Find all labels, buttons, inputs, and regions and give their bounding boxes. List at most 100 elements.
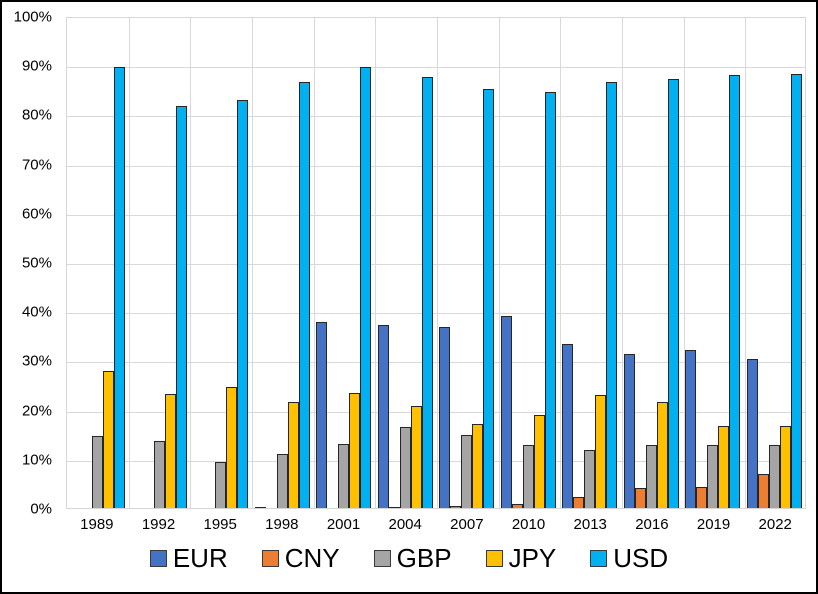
x-axis-tick-label: 1989 <box>80 516 114 533</box>
x-axis-tick-label: 1992 <box>141 516 176 533</box>
y-axis: 0% 10% 20% 30% 40% 50% 60% 70% 80% 90% 100% <box>2 10 58 517</box>
bar-jpy-2022 <box>779 426 791 508</box>
bar-cny-2013 <box>573 497 585 508</box>
bar-eur-2001 <box>316 322 328 508</box>
legend-label-eur: EUR <box>172 543 228 573</box>
bar-cny-2019 <box>696 486 708 508</box>
legend-swatch-usd <box>590 549 608 567</box>
x-axis-tick-label: 2007 <box>450 516 484 533</box>
gridline-horizontal <box>67 460 805 462</box>
bar-usd-2016 <box>667 78 679 508</box>
gridline-horizontal <box>67 165 805 167</box>
y-axis-tick-label: 30% <box>21 352 52 370</box>
bar-group-2016 <box>621 18 683 508</box>
legend-swatch-jpy <box>485 549 503 567</box>
bar-jpy-1995 <box>226 387 238 508</box>
bar-eur-1998 <box>254 506 266 508</box>
bar-usd-2004 <box>421 76 433 508</box>
bar-usd-2022 <box>790 74 802 508</box>
legend-label-cny: CNY <box>284 543 340 573</box>
bar-jpy-2004 <box>410 406 422 508</box>
bar-group-2019 <box>682 18 744 508</box>
bar-cny-2016 <box>634 488 646 508</box>
legend-item-jpy: JPY <box>485 543 557 573</box>
bar-jpy-2016 <box>656 402 668 508</box>
gridline-vertical <box>622 18 623 508</box>
gridline-vertical <box>745 18 747 508</box>
bar-usd-1995 <box>237 100 249 508</box>
gridline-vertical <box>683 18 685 508</box>
legend-label-usd: USD <box>613 543 669 573</box>
bar-usd-1998 <box>298 82 310 508</box>
gridline-horizontal <box>67 116 805 118</box>
gridline-horizontal <box>67 411 805 413</box>
plot-area <box>66 17 806 509</box>
x-axis-tick-label: 2001 <box>326 516 361 533</box>
bar-eur-2022 <box>746 358 758 508</box>
y-axis-tick-label: 60% <box>21 205 52 223</box>
bar-gbp-2001 <box>338 444 350 508</box>
legend-label-jpy: JPY <box>508 543 557 573</box>
bar-jpy-2013 <box>595 395 607 508</box>
bar-cny-2004 <box>388 507 400 508</box>
bar-group-1998 <box>252 18 314 508</box>
bar-gbp-1992 <box>153 440 165 508</box>
legend-label-gbp: GBP <box>396 543 452 573</box>
legend-swatch-gbp <box>373 549 391 567</box>
bar-group-1995 <box>190 18 252 508</box>
y-axis-tick-label: 20% <box>21 402 52 420</box>
bar-eur-2007 <box>439 326 451 508</box>
bar-usd-1989 <box>114 67 126 508</box>
bar-group-1992 <box>129 18 191 508</box>
bar-jpy-2010 <box>533 414 545 508</box>
x-axis-tick-label: 1995 <box>203 516 237 533</box>
bar-usd-2019 <box>729 75 741 508</box>
gridline-horizontal <box>67 362 805 364</box>
bar-usd-1992 <box>175 106 187 508</box>
y-axis-tick-label: 10% <box>21 451 52 469</box>
bar-jpy-1998 <box>287 401 299 508</box>
y-axis-tick-label: 100% <box>13 8 52 26</box>
gridline-horizontal <box>67 313 805 315</box>
x-axis-tick-label: 2016 <box>635 516 669 533</box>
bar-usd-2010 <box>544 92 556 508</box>
x-axis-tick-label: 2004 <box>388 516 422 533</box>
y-axis-tick-label: 80% <box>21 106 52 124</box>
x-axis-tick-label: 2022 <box>758 516 792 533</box>
bar-group-2001 <box>313 18 375 508</box>
legend-swatch-eur <box>149 549 167 567</box>
bar-jpy-1989 <box>103 370 115 508</box>
y-axis-tick-label: 90% <box>21 57 52 75</box>
bar-cny-2022 <box>757 473 769 508</box>
bar-gbp-1998 <box>276 454 288 508</box>
bar-jpy-2007 <box>472 423 484 508</box>
gridline-horizontal <box>67 264 805 265</box>
legend-item-cny: CNY <box>261 543 340 573</box>
bar-jpy-1992 <box>164 394 176 508</box>
legend-item-eur: EUR <box>149 543 228 573</box>
bar-eur-2004 <box>377 324 389 508</box>
gridline-vertical <box>498 18 500 508</box>
bar-usd-2001 <box>360 67 372 508</box>
x-axis-tick-label: 1998 <box>265 516 299 533</box>
bar-cny-2010 <box>511 503 523 508</box>
gridline-vertical <box>560 18 562 508</box>
bar-gbp-2004 <box>399 427 411 508</box>
gridline-vertical <box>375 18 377 508</box>
bar-gbp-2007 <box>461 435 473 508</box>
bar-usd-2007 <box>483 88 495 508</box>
gridline-horizontal <box>67 214 805 216</box>
bar-gbp-2016 <box>645 445 657 508</box>
gridline-vertical <box>252 18 253 508</box>
bar-group-2022 <box>744 18 806 508</box>
y-axis-tick-label: 0% <box>30 500 52 518</box>
gridline-horizontal <box>67 67 805 69</box>
bar-jpy-2019 <box>718 425 730 508</box>
bar-gbp-1995 <box>215 461 227 508</box>
bar-eur-2013 <box>562 344 574 508</box>
bar-eur-2016 <box>623 354 635 508</box>
bar-group-1989 <box>67 18 129 508</box>
bar-gbp-1989 <box>92 436 104 508</box>
bar-gbp-2010 <box>522 444 534 508</box>
